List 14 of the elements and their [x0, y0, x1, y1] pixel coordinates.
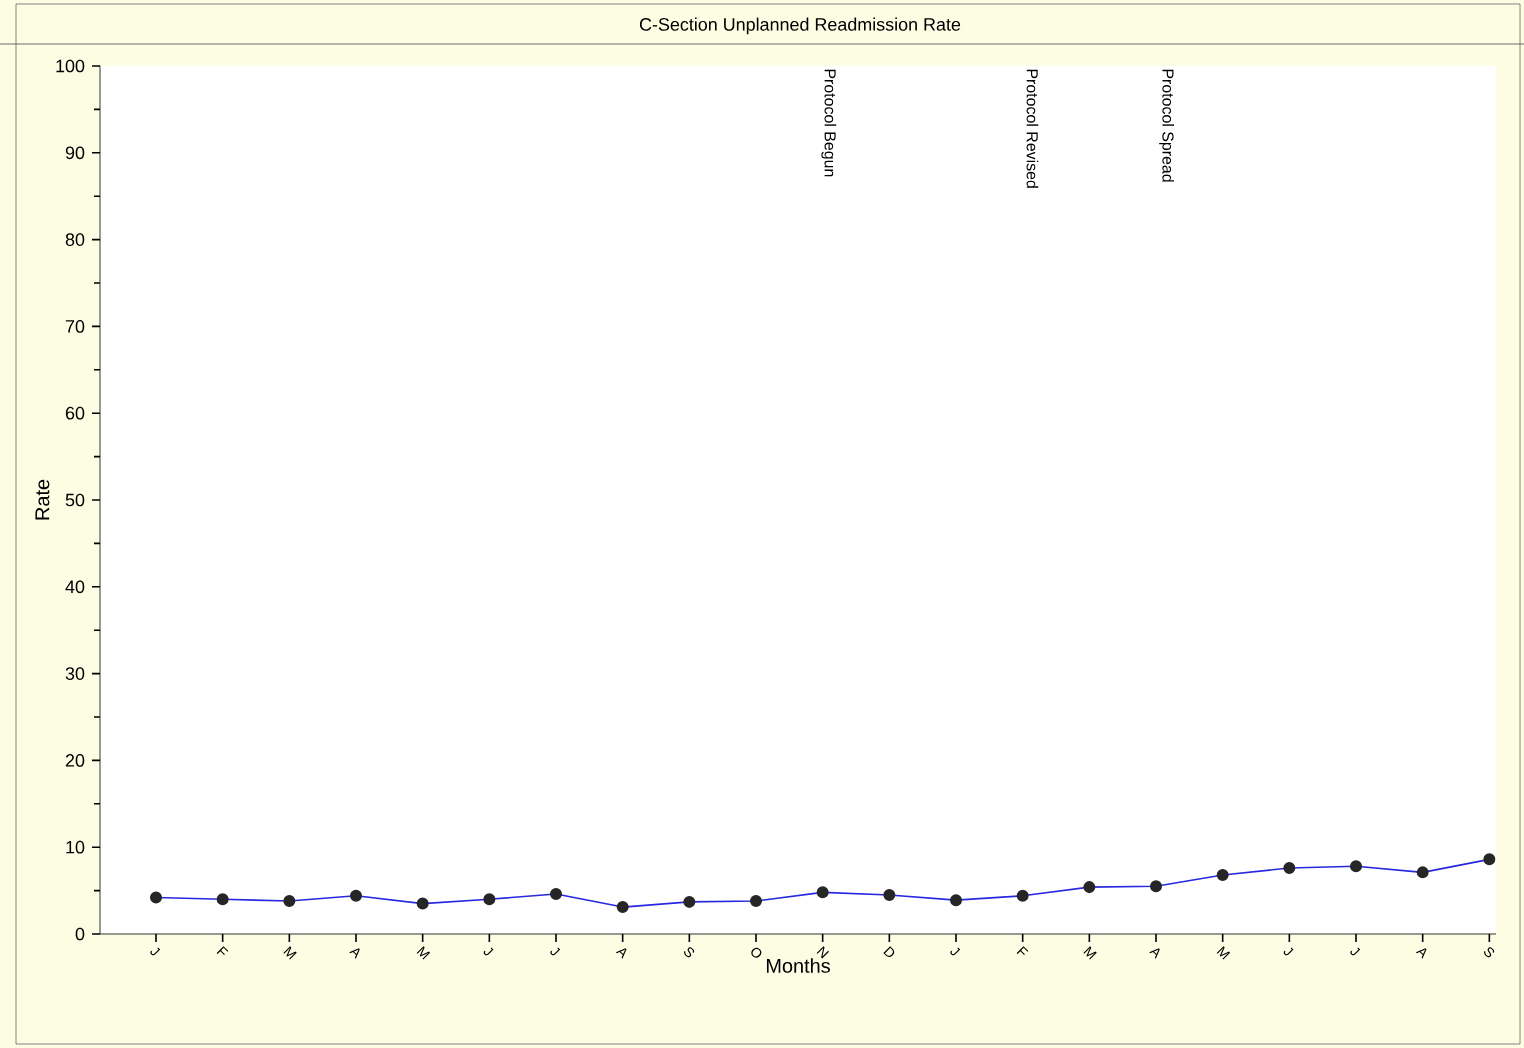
y-tick-label: 30	[65, 667, 85, 680]
chart-title: C-Section Unplanned Readmission Rate	[639, 17, 961, 35]
y-tick-label: 80	[65, 233, 85, 246]
y-tick-label: 100	[56, 59, 85, 73]
x-axis-title: Months	[766, 958, 830, 973]
y-tick-label: 10	[66, 840, 85, 854]
y-tick-label: 70	[65, 320, 85, 333]
y-tick-label: 90	[65, 146, 85, 160]
y-tick-label: 40	[65, 580, 85, 594]
y-tick-label: 0	[75, 927, 85, 941]
y-tick-label: 50	[65, 493, 85, 507]
y-tick-label: 60	[65, 406, 85, 420]
y-tick-label: 20	[65, 754, 85, 767]
y-axis-title: Rate	[35, 479, 50, 520]
